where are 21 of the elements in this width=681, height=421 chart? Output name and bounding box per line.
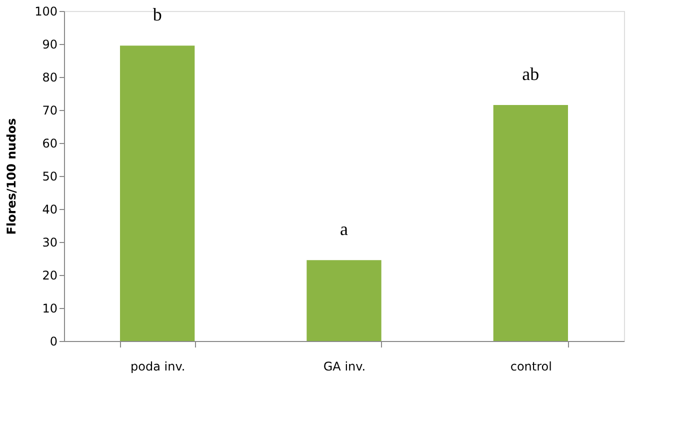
y-tick-label: 20 <box>42 268 58 282</box>
y-tick-label: 100 <box>34 4 58 18</box>
bar <box>120 46 195 341</box>
annotation: b <box>152 4 162 25</box>
y-tick-label: 70 <box>42 104 58 118</box>
y-axis-title: Flores/100 nudos <box>4 118 19 235</box>
y-tick-label: 80 <box>42 70 58 84</box>
x-tick-label: control <box>510 360 552 374</box>
bar <box>306 260 382 341</box>
annotation: ab <box>522 64 540 84</box>
x-tick-label: GA inv. <box>323 360 366 374</box>
bar <box>493 105 568 341</box>
y-tick-label: 10 <box>42 302 58 316</box>
y-tick-label: 0 <box>50 334 58 348</box>
y-tick-label: 40 <box>42 202 58 216</box>
y-tick-label: 90 <box>42 38 58 52</box>
y-tick-label: 30 <box>42 236 58 250</box>
y-tick-label: 60 <box>42 136 58 150</box>
x-tick-label: poda inv. <box>130 360 186 374</box>
annotation: a <box>340 219 348 240</box>
y-tick-label: 50 <box>42 170 58 184</box>
